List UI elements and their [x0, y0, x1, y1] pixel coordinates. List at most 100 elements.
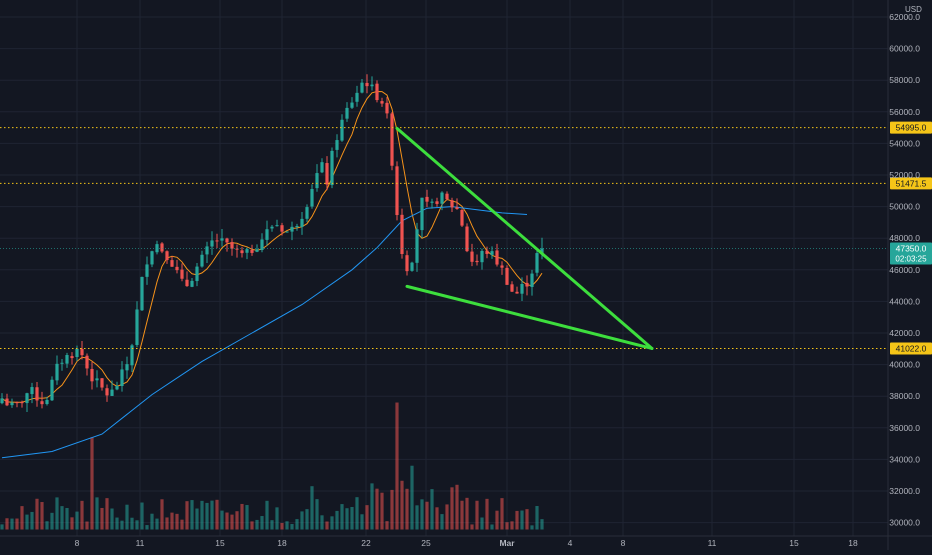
volume-bar	[445, 504, 449, 530]
volume-bar	[340, 504, 344, 530]
volume-bar	[370, 483, 374, 530]
candle-body	[415, 229, 419, 263]
volume-bar	[240, 503, 244, 530]
volume-bar	[200, 500, 204, 530]
slow-moving-average	[1, 206, 528, 459]
y-tick-label: 58000.0	[889, 75, 920, 85]
volume-bar	[465, 497, 469, 530]
volume-bar	[225, 512, 229, 530]
candle-body	[145, 264, 149, 277]
x-tick-label: 25	[421, 538, 431, 548]
level-label-box	[890, 121, 932, 134]
candle-body	[435, 201, 439, 204]
y-tick-label: 32000.0	[889, 486, 920, 496]
candle-body	[320, 162, 324, 173]
volume-bar	[500, 498, 504, 530]
x-tick-label: 18	[277, 538, 287, 548]
candle-body	[130, 345, 134, 366]
candle-body	[470, 251, 474, 262]
y-tick-label: 44000.0	[889, 296, 920, 306]
x-tick-label: 4	[568, 538, 573, 548]
y-tick-label: 56000.0	[889, 107, 920, 117]
candle-body	[180, 269, 184, 279]
candle-body	[510, 284, 514, 292]
volume-bar	[180, 519, 184, 530]
candle-body	[400, 214, 404, 254]
volume-bar	[380, 492, 384, 530]
volume-bar	[95, 497, 99, 530]
volume-bar	[305, 509, 309, 530]
volume-bar	[300, 511, 304, 530]
candle-body	[370, 84, 374, 87]
candle-body	[425, 196, 429, 202]
candle-body	[445, 193, 449, 200]
candle-body	[375, 83, 379, 101]
volume-bar	[90, 437, 94, 530]
volume-bar	[110, 508, 114, 530]
candle-body	[345, 107, 349, 119]
volume-bar	[315, 499, 319, 530]
volume-bar	[120, 520, 124, 530]
moving-averages	[1, 90, 543, 459]
volume-bar	[170, 512, 174, 530]
volume-bar	[505, 522, 509, 530]
candle-body	[330, 150, 334, 186]
candle-body	[240, 250, 244, 254]
volume-bar	[145, 525, 149, 530]
candle-body	[95, 378, 99, 381]
candle-body	[125, 364, 129, 371]
volume-bar	[105, 498, 109, 530]
volume-bar	[235, 511, 239, 530]
candle-body	[335, 140, 339, 150]
candle-body	[270, 226, 274, 229]
volume-bar	[50, 512, 54, 530]
volume-bar	[210, 500, 214, 530]
candle-body	[405, 255, 409, 272]
candle-body	[10, 402, 14, 406]
y-tick-label: 46000.0	[889, 265, 920, 275]
volume-bar	[405, 488, 409, 530]
y-tick-label: 62000.0	[889, 12, 920, 22]
x-tick-label: Mar	[499, 538, 515, 548]
candle-body	[220, 238, 224, 241]
candle-body	[105, 388, 109, 396]
volume-bar	[280, 522, 284, 530]
volume-bar	[5, 518, 9, 530]
y-tick-label: 54000.0	[889, 138, 920, 148]
candle-body	[315, 173, 319, 189]
candle-body	[65, 355, 69, 364]
y-tick-label: 30000.0	[889, 518, 920, 528]
candle-body	[280, 225, 284, 232]
volume-bar	[470, 524, 474, 530]
candle-body	[365, 82, 369, 87]
candle-body	[520, 284, 524, 294]
volume-bar	[510, 521, 514, 530]
candle-body	[30, 387, 34, 395]
volume-bar	[360, 514, 364, 530]
volume-bar	[30, 511, 34, 530]
candle-body	[540, 248, 544, 254]
level-label: 51471.5	[896, 178, 927, 188]
candle-body	[230, 242, 234, 249]
volume-bar	[520, 510, 524, 530]
candle-body	[440, 192, 444, 204]
candle-body	[135, 309, 139, 345]
candle-body	[535, 253, 539, 273]
candle-body	[390, 113, 394, 166]
last-price-box	[890, 242, 932, 265]
volume-bar	[165, 517, 169, 530]
candle-body	[250, 249, 254, 253]
volume-bar	[390, 489, 394, 530]
volume-bar	[10, 518, 14, 530]
volume-bar	[185, 501, 189, 530]
candle-body	[175, 266, 179, 271]
volume-bar	[495, 510, 499, 530]
candle-body	[165, 251, 169, 261]
volume-bar	[230, 514, 234, 530]
candle-body	[260, 239, 264, 251]
candle-body	[20, 402, 24, 404]
wedge-pattern	[395, 126, 654, 350]
